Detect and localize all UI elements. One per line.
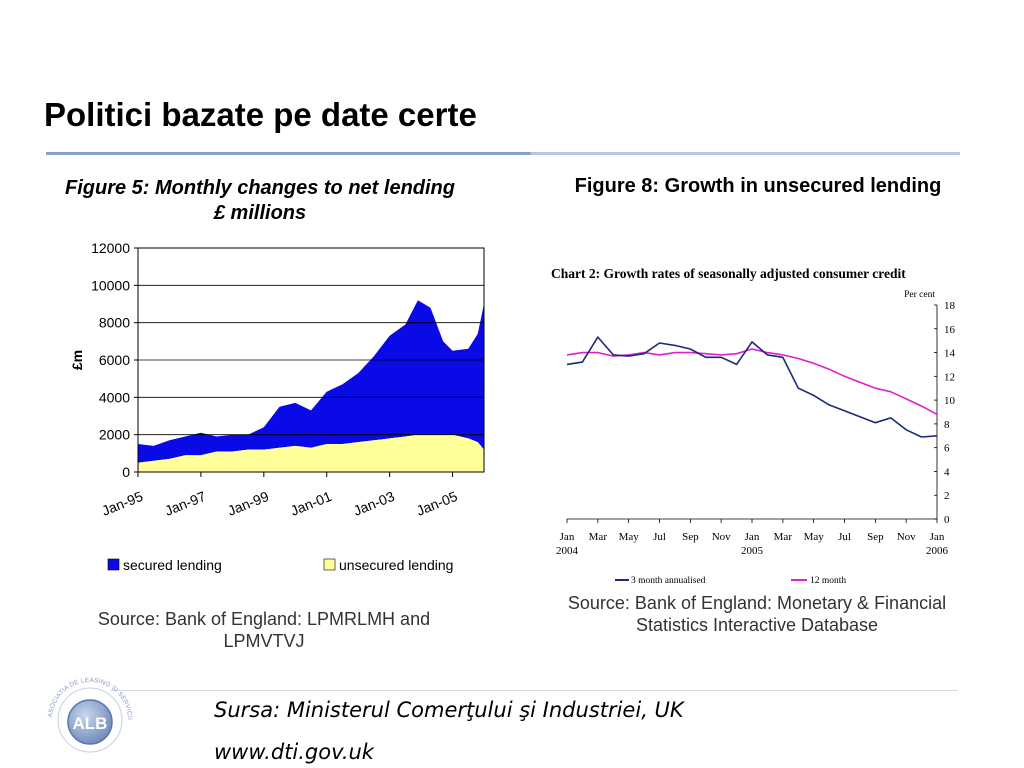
y-tick-label: 2 xyxy=(944,490,950,502)
legend-label-secured: secured lending xyxy=(123,557,222,573)
y-tick-label: 8 xyxy=(944,419,950,431)
footer-url: www.dti.gov.uk xyxy=(214,740,374,764)
x-tick-label: Jan-95 xyxy=(99,488,145,519)
x-tick-label: Jul xyxy=(838,531,851,543)
figure-5-title: Figure 5: Monthly changes to net lending… xyxy=(64,177,455,224)
y-tick-label: 0 xyxy=(122,464,130,480)
y-tick-label: 2000 xyxy=(99,427,130,443)
x-tick-label: Sep xyxy=(867,531,884,543)
x-year-label: 2004 xyxy=(556,545,579,557)
y-tick-label: 4000 xyxy=(99,389,130,405)
legend-label-12-month: 12 month xyxy=(810,576,846,586)
unsecured-lending-area xyxy=(138,434,484,472)
x-tick-label: Mar xyxy=(774,531,793,543)
footer-source: Sursa: Ministerul Comerţului şi Industri… xyxy=(214,698,684,722)
y-tick-label: 8000 xyxy=(99,315,130,331)
y-tick-label: 16 xyxy=(944,324,956,336)
twelve-month-line xyxy=(566,348,938,416)
y-tick-label: 4 xyxy=(944,466,950,478)
alb-logo: ASOCIATIA DE LEASING SI SERVICII FINANCI… xyxy=(40,676,133,753)
footer-divider xyxy=(110,690,958,691)
x-tick-label: Nov xyxy=(712,531,731,543)
x-tick-label: May xyxy=(804,531,825,543)
secured-lending-area xyxy=(138,300,484,463)
y-tick-label: 12000 xyxy=(91,240,130,256)
x-tick-label: Jan-97 xyxy=(162,488,208,519)
y-tick-label: 12 xyxy=(944,371,955,383)
x-tick-label: Nov xyxy=(897,531,916,543)
legend-label-3-month: 3 month annualised xyxy=(631,576,706,586)
figure-8-chart: Chart 2: Growth rates of seasonally adju… xyxy=(545,266,980,591)
x-tick-label: Jan-05 xyxy=(414,488,460,519)
y-tick-label: 10000 xyxy=(91,277,130,293)
legend-swatch-unsecured xyxy=(323,558,336,571)
y-tick-label: 18 xyxy=(944,300,956,312)
plot-border xyxy=(137,247,485,473)
x-tick-label: Jan xyxy=(930,531,945,543)
x-tick-label: Sep xyxy=(682,531,699,543)
legend-swatch-secured xyxy=(107,558,120,571)
y-tick-label: 0 xyxy=(944,514,950,526)
x-tick-label: Jan xyxy=(560,531,575,543)
x-tick-label: Jul xyxy=(653,531,666,543)
figure-8-source: Source: Bank of England: Monetary & Fina… xyxy=(567,593,947,635)
y-axis-label: £m xyxy=(69,350,85,370)
x-year-label: 2005 xyxy=(741,545,764,557)
figure-5-chart: 0 2000 4000 6000 8000 10000 12000 Jan-95 Jan-97 J… xyxy=(69,240,485,573)
figure-8-title: Figure 8: Growth in unsecured lending xyxy=(574,175,942,197)
y-tick-label: 10 xyxy=(944,395,956,407)
x-tick-label: Jan-03 xyxy=(351,488,397,519)
chart-subtitle: Chart 2: Growth rates of seasonally adju… xyxy=(551,266,906,281)
y-tick-label: 6 xyxy=(944,443,950,455)
x-tick-label: Jan-99 xyxy=(225,488,271,519)
chart-background xyxy=(545,286,980,591)
logo-text: ALB xyxy=(73,714,108,733)
x-tick-label: May xyxy=(619,531,640,543)
y-axis-label: Per cent xyxy=(904,290,935,300)
three-month-line xyxy=(566,336,938,438)
figure-5-source: Source: Bank of England: LPMRLMH and LPM… xyxy=(97,609,431,651)
x-tick-label: Jan-01 xyxy=(288,488,334,519)
x-year-label: 2006 xyxy=(926,545,949,557)
x-tick-label: Jan xyxy=(745,531,760,543)
title-divider xyxy=(46,152,960,155)
x-tick-label: Mar xyxy=(589,531,608,543)
y-tick-label: 14 xyxy=(944,348,956,360)
slide-title: Politici bazate pe date certe xyxy=(44,96,477,133)
y-tick-label: 6000 xyxy=(99,352,130,368)
legend-label-unsecured: unsecured lending xyxy=(339,557,453,573)
